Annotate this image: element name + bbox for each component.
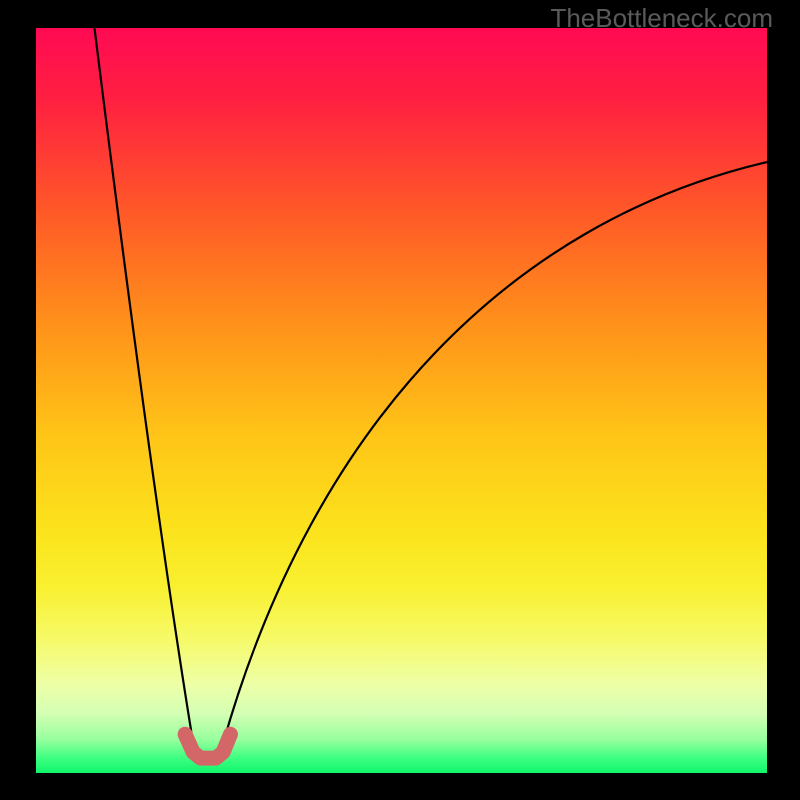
plot-area	[36, 28, 767, 773]
chart-container: TheBottleneck.com	[0, 0, 800, 800]
watermark-text: TheBottleneck.com	[550, 3, 773, 34]
gradient-background	[36, 28, 767, 773]
chart-svg	[36, 28, 767, 773]
